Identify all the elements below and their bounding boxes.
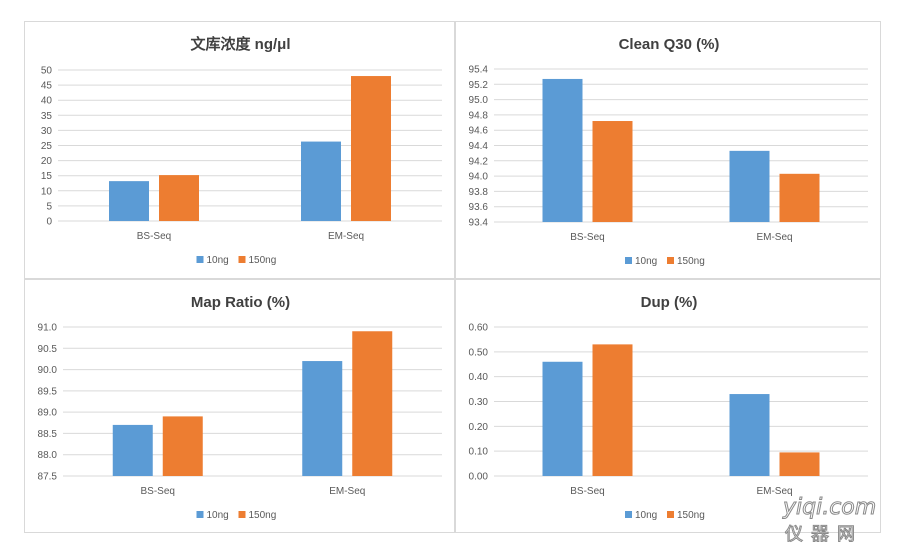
legend-label: 150ng: [677, 510, 705, 521]
x-category-label: EM-Seq: [756, 486, 792, 497]
legend-label: 150ng: [249, 255, 277, 266]
x-category-label: BS-Seq: [570, 232, 604, 243]
legend-swatch: [625, 257, 632, 264]
y-tick-label: 95.0: [469, 95, 489, 106]
x-category-label: BS-Seq: [570, 486, 604, 497]
y-tick-label: 0.40: [469, 372, 489, 383]
y-tick-label: 30: [41, 126, 53, 137]
chart-svg: 文库浓度 ng/μl 0 5 10 15 20 25 30 35 40 45 50 BS-Seq EM-S…: [41, 35, 442, 266]
y-tick-label: 25: [41, 141, 53, 152]
y-tick-label: 40: [41, 96, 53, 107]
chart-svg: Clean Q30 (%) 93.4 93.6 93.8 94.0 94.2 94.4 94.…: [469, 36, 868, 267]
legend-swatch: [667, 257, 674, 264]
y-tick-label: 93.4: [469, 218, 489, 229]
y-tick-label: 50: [41, 66, 53, 77]
chart-panel-library-concentration: 文库浓度 ng/μl 0 5 10 15 20 25 30 35 40 45 50 BS-Seq EM-S…: [24, 21, 455, 279]
bar-150ng-EM-Seq: [779, 452, 820, 476]
bar-10ng-EM-Seq: [302, 361, 343, 476]
x-category-label: BS-Seq: [141, 486, 175, 497]
y-tick-label: 20: [41, 156, 53, 167]
y-tick-label: 93.6: [469, 202, 489, 213]
chart-title: Clean Q30 (%): [619, 36, 720, 53]
y-tick-label: 0.30: [469, 397, 489, 408]
x-category-label: EM-Seq: [328, 231, 364, 242]
x-category-label: BS-Seq: [137, 231, 171, 242]
y-tick-label: 89.0: [38, 408, 58, 419]
x-category-label: EM-Seq: [756, 232, 792, 243]
y-tick-label: 94.2: [469, 156, 489, 167]
legend-swatch: [196, 256, 204, 263]
y-tick-label: 0.10: [469, 447, 489, 458]
chart-title: Map Ratio (%): [191, 294, 290, 311]
chart-panel-dup: Dup (%) 0.00 0.10 0.20 0.30 0.40 0.50 0.60 BS-Se…: [455, 279, 881, 533]
bar-150ng-BS-Seq: [162, 416, 203, 476]
bar-10ng-EM-Seq: [301, 141, 341, 221]
x-category-label: EM-Seq: [329, 486, 365, 497]
y-tick-label: 88.5: [38, 429, 58, 440]
y-tick-label: 10: [41, 186, 53, 197]
y-tick-label: 0.50: [469, 347, 489, 358]
y-tick-label: 45: [41, 81, 53, 92]
bar-10ng-BS-Seq: [109, 181, 149, 221]
legend-swatch: [625, 511, 632, 518]
y-tick-label: 35: [41, 111, 53, 122]
y-tick-label: 94.0: [469, 172, 489, 183]
y-tick-label: 89.5: [38, 386, 58, 397]
legend-swatch: [238, 256, 246, 263]
chart-panel-clean-q30: Clean Q30 (%) 93.4 93.6 93.8 94.0 94.2 94.4 94.…: [455, 21, 881, 279]
bar-10ng-BS-Seq: [542, 361, 583, 476]
legend-swatch: [238, 511, 246, 518]
bar-10ng-EM-Seq: [729, 150, 770, 222]
y-tick-label: 94.4: [469, 141, 489, 152]
y-tick-label: 15: [41, 171, 53, 182]
bar-10ng-BS-Seq: [542, 78, 583, 222]
y-tick-label: 87.5: [38, 472, 58, 483]
y-tick-label: 0.20: [469, 422, 489, 433]
y-tick-label: 95.2: [469, 80, 489, 91]
bar-10ng-EM-Seq: [729, 394, 770, 476]
bar-10ng-BS-Seq: [112, 424, 153, 476]
legend-label: 10ng: [635, 256, 657, 267]
chart-svg: Dup (%) 0.00 0.10 0.20 0.30 0.40 0.50 0.60 BS-Se…: [469, 294, 868, 521]
y-tick-label: 94.8: [469, 110, 489, 121]
y-tick-label: 90.5: [38, 344, 58, 355]
legend-label: 10ng: [635, 510, 657, 521]
chart-svg: Map Ratio (%) 87.5 88.0 88.5 89.0 89.5 90.0 90.…: [38, 294, 442, 521]
bar-150ng-BS-Seq: [159, 175, 199, 221]
y-tick-label: 0: [46, 217, 52, 228]
bar-150ng-EM-Seq: [351, 76, 391, 221]
legend-swatch: [196, 511, 204, 518]
chart-title: Dup (%): [641, 294, 698, 311]
bar-150ng-BS-Seq: [592, 121, 633, 222]
y-tick-label: 95.4: [469, 65, 489, 76]
bar-150ng-EM-Seq: [352, 331, 393, 476]
bar-150ng-BS-Seq: [592, 344, 633, 476]
y-tick-label: 0.60: [469, 323, 489, 334]
legend-label: 150ng: [677, 256, 705, 267]
y-tick-label: 94.6: [469, 126, 489, 137]
y-tick-label: 91.0: [38, 323, 58, 334]
bar-150ng-EM-Seq: [779, 173, 820, 222]
chart-panel-map-ratio: Map Ratio (%) 87.5 88.0 88.5 89.0 89.5 90.0 90.…: [24, 279, 455, 533]
y-tick-label: 90.0: [38, 365, 58, 376]
y-tick-label: 93.8: [469, 187, 489, 198]
y-tick-label: 88.0: [38, 450, 58, 461]
chart-title: 文库浓度 ng/μl: [190, 35, 290, 53]
legend-label: 10ng: [207, 510, 229, 521]
legend-swatch: [667, 511, 674, 518]
legend-label: 150ng: [249, 510, 277, 521]
y-tick-label: 0.00: [469, 472, 489, 483]
legend-label: 10ng: [207, 255, 229, 266]
y-tick-label: 5: [46, 201, 52, 212]
